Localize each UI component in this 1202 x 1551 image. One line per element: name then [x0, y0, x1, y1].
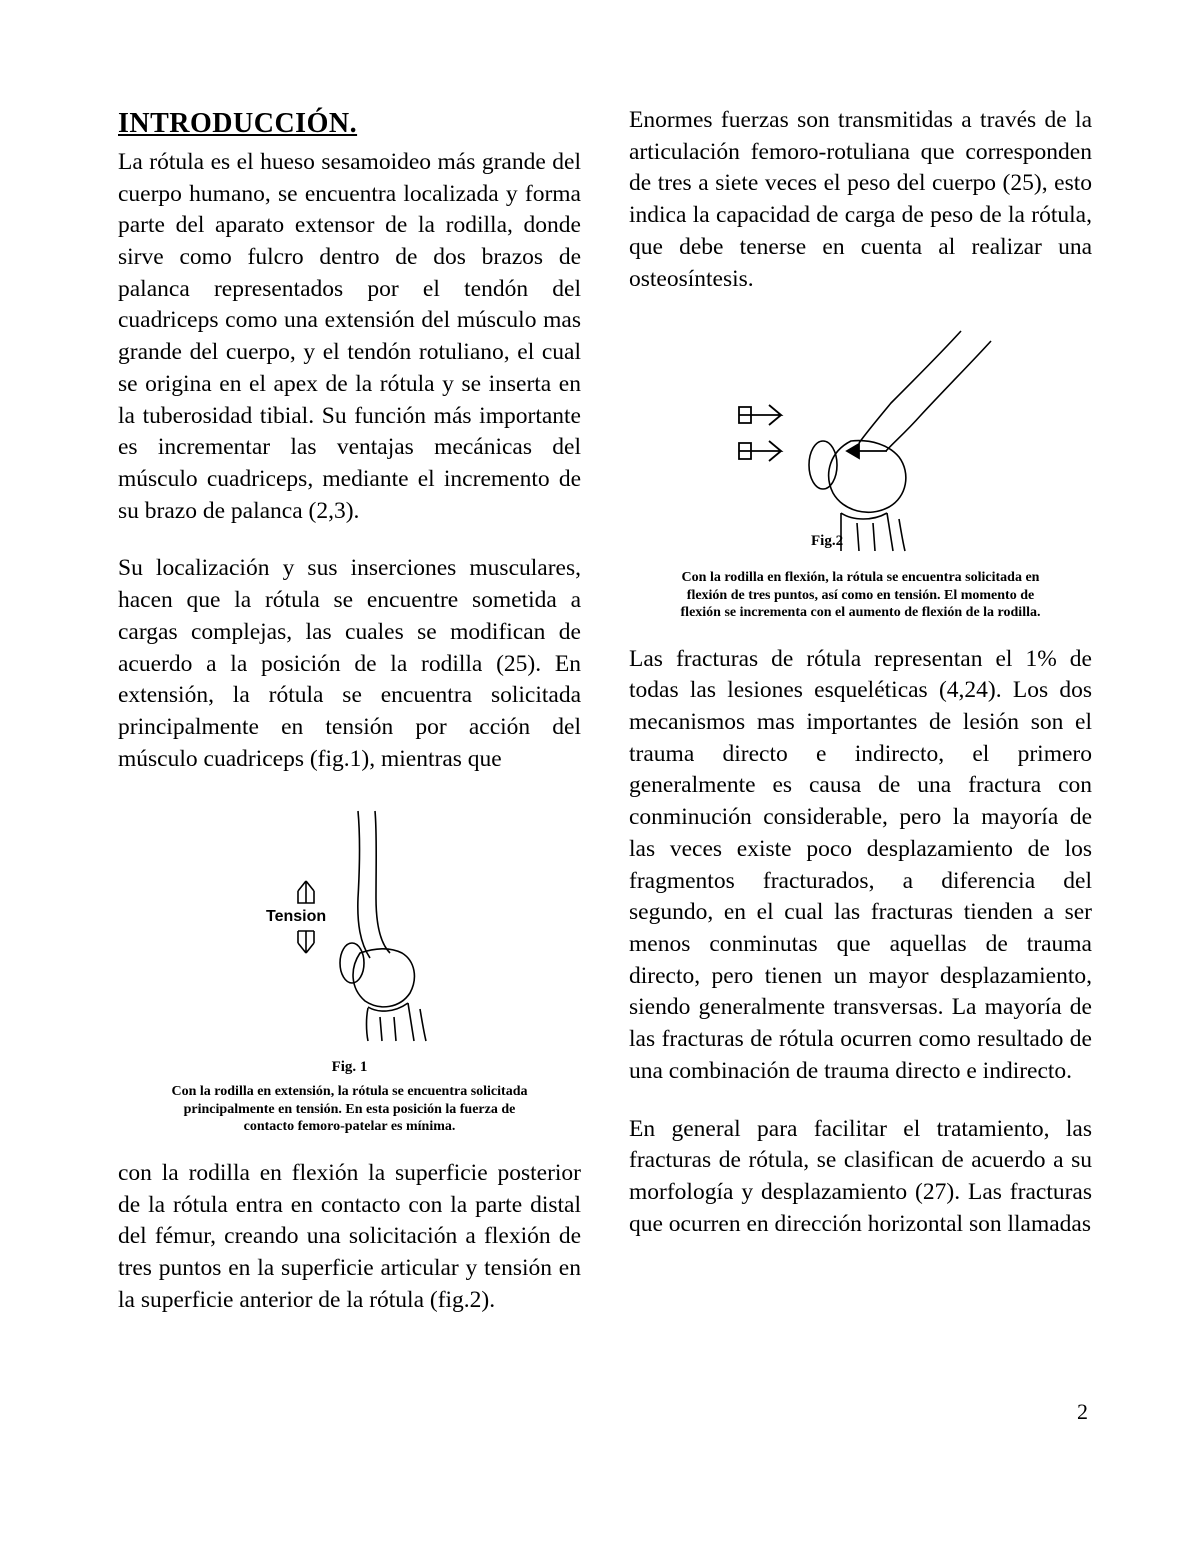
page-title: INTRODUCCIÓN.: [118, 105, 581, 143]
left-column: INTRODUCCIÓN. La rótula es el hueso sesa…: [118, 105, 581, 1317]
intro-para-3: con la rodilla en flexión la superficie …: [118, 1158, 581, 1317]
figure-1-caption: Con la rodilla en extensión, la rótula s…: [170, 1083, 530, 1136]
intro-para-1: La rótula es el hueso sesamoideo más gra…: [118, 147, 581, 528]
figure-2: Fig.2 Con la rodilla en flexión, la rótu…: [629, 323, 1092, 621]
intro-para-2: Su localización y sus inserciones muscul…: [118, 553, 581, 775]
figure-2-caption: Con la rodilla en flexión, la rótula se …: [681, 569, 1041, 622]
tension-label: Tension: [266, 908, 326, 925]
page-number: 2: [118, 1397, 1092, 1427]
two-column-layout: INTRODUCCIÓN. La rótula es el hueso sesa…: [118, 105, 1092, 1317]
figure-1: Tension Fig. 1 Con la rodilla en extensi…: [118, 803, 581, 1135]
right-para-3: En general para facilitar el tratamiento…: [629, 1114, 1092, 1241]
figure-2-label-inline: Fig.2: [811, 533, 843, 549]
right-para-2: Las fracturas de rótula representan el 1…: [629, 644, 1092, 1088]
figure-2-svg: Fig.2: [691, 323, 1031, 553]
figure-1-svg: Tension: [210, 803, 490, 1043]
right-para-1: Enormes fuerzas son transmitidas a travé…: [629, 105, 1092, 295]
figure-1-label: Fig. 1: [118, 1057, 581, 1077]
right-column: Enormes fuerzas son transmitidas a travé…: [629, 105, 1092, 1317]
